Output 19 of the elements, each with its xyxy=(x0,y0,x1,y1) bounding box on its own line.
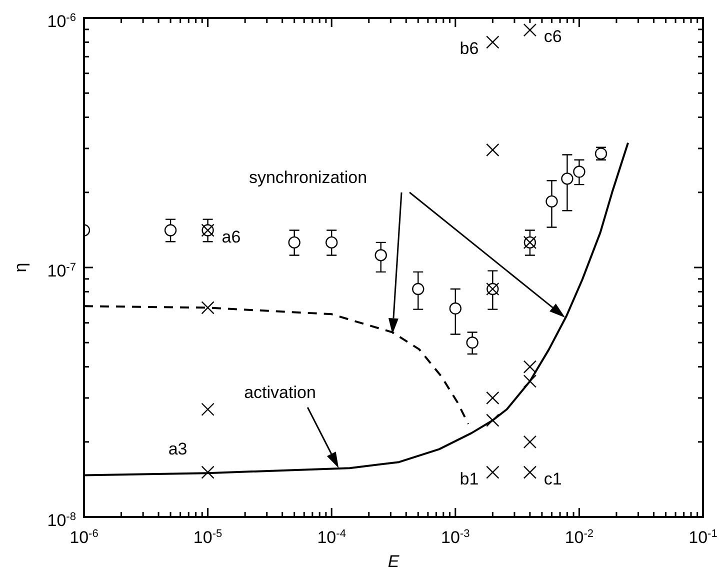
x-tick-label: 10$^{-1}$ xyxy=(688,528,718,547)
annotation: c6 xyxy=(544,27,562,46)
x-tick-label: 10$^{-6}$ xyxy=(70,528,98,547)
annotation: a6 xyxy=(222,227,241,246)
annotation: b1 xyxy=(460,469,479,488)
y-tick-label: 10$^{-8}$ xyxy=(47,511,76,530)
x-tick-label: 10$^{-3}$ xyxy=(441,528,470,547)
x-tick-label: 10$^{-2}$ xyxy=(564,528,594,547)
annotation: synchronization xyxy=(248,168,368,187)
annotation: a3 xyxy=(168,439,188,458)
y-tick-label: 10$^{-6}$ xyxy=(47,12,76,31)
y-tick-label: 10$^{-7}$ xyxy=(47,262,76,280)
x-tick-label: 10$^{-5}$ xyxy=(193,528,222,547)
x-tick-label: 10$^{-4}$ xyxy=(317,528,346,547)
y-axis-title: η xyxy=(11,262,30,272)
annotation: c1 xyxy=(544,469,562,488)
x-axis-title: E xyxy=(388,552,400,571)
annotation: b6 xyxy=(460,39,479,58)
annotation: activation xyxy=(244,383,316,402)
